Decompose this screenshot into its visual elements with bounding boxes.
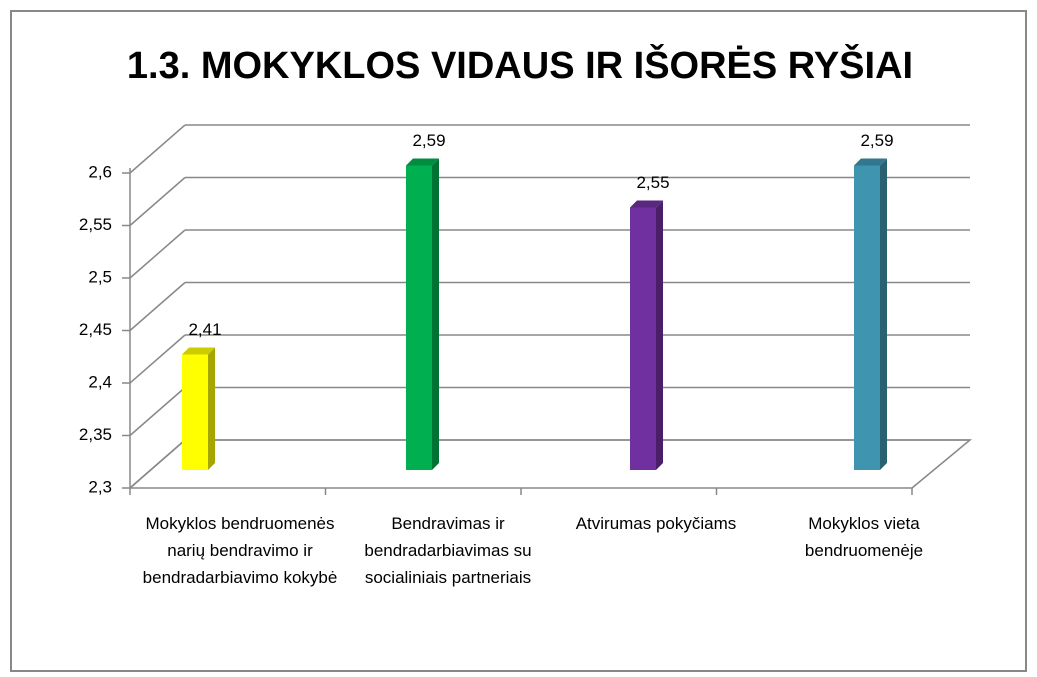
bar-side: [880, 158, 887, 470]
value-label: 2,55: [636, 173, 669, 192]
bar-top: [406, 158, 439, 166]
grid-line-side: [129, 439, 186, 489]
y-tick-label: 2,4: [88, 372, 112, 391]
grid-line-side: [129, 124, 186, 174]
chart-title: 1.3. MOKYKLOS VIDAUS IR IŠORĖS RYŠIAI: [127, 42, 913, 87]
x-tick-label: Mokyklos bendruomenės narių bendravimo i…: [142, 514, 338, 587]
bar-top: [182, 347, 215, 355]
x-tick-label: Bendravimas ir bendradarbiavimas su soci…: [364, 514, 532, 587]
bar: [854, 165, 880, 470]
bar: [406, 165, 432, 470]
grid-line-side: [129, 229, 186, 279]
bar-side: [208, 347, 215, 470]
y-tick-label: 2,3: [88, 477, 112, 496]
grid-line-side: [129, 386, 186, 437]
x-tick-label: Mokyklos vieta bendruomenėje: [804, 514, 924, 560]
x-tick-label: Atvirumas pokyčiams: [575, 514, 737, 533]
bar: [182, 354, 208, 470]
bar: [630, 207, 656, 470]
bar-side: [656, 200, 663, 470]
grid-line-side: [129, 334, 186, 384]
value-label: 2,59: [412, 131, 445, 150]
grid-line-side: [129, 281, 186, 332]
y-tick-label: 2,45: [79, 320, 112, 339]
bar-side: [432, 158, 439, 470]
grid-line-side: [129, 176, 186, 227]
value-label: 2,41: [188, 320, 221, 339]
value-label: 2,59: [860, 131, 893, 150]
y-tick-label: 2,5: [88, 267, 112, 286]
y-tick-label: 2,55: [79, 215, 112, 234]
bar-top: [630, 200, 663, 208]
y-tick-label: 2,35: [79, 425, 112, 444]
y-tick-label: 2,6: [88, 162, 112, 181]
bar-top: [854, 158, 887, 166]
